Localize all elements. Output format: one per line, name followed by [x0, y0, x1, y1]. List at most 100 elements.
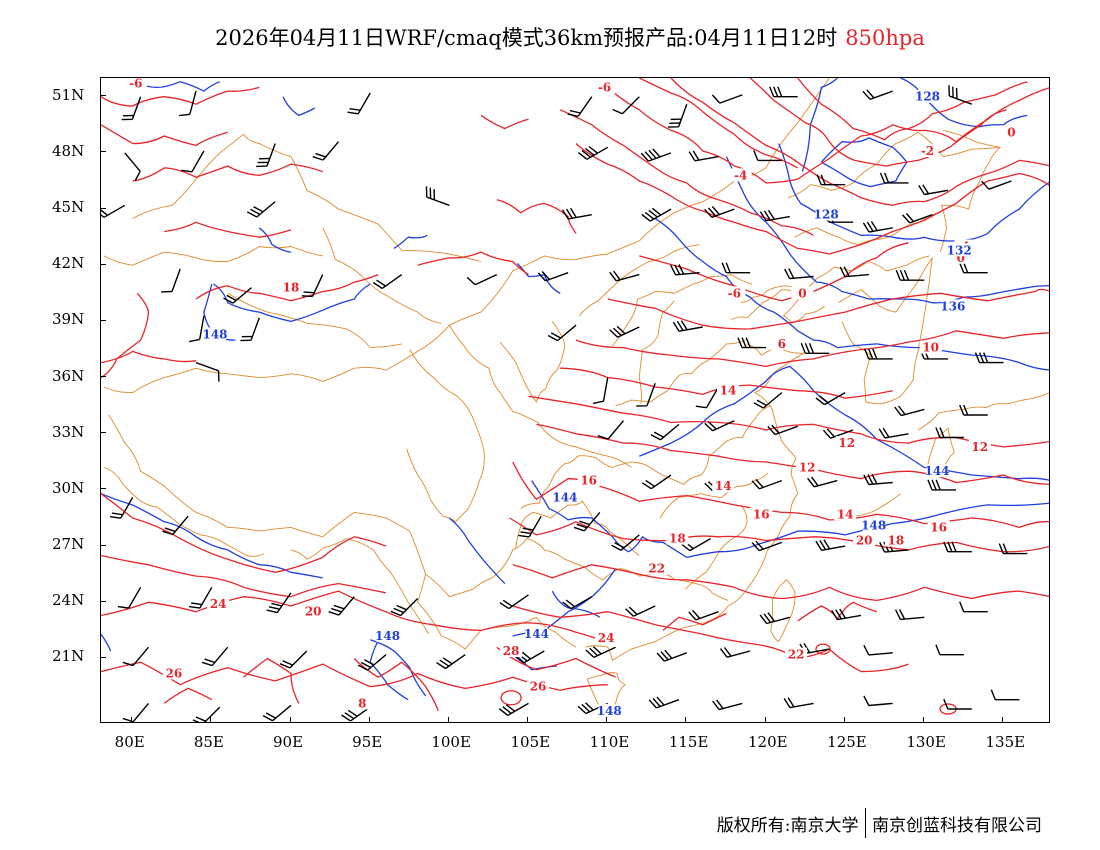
wind-barb	[279, 650, 308, 669]
temperature-label-bg	[124, 78, 147, 90]
border-line	[740, 255, 930, 304]
temperature-isotherm	[353, 658, 439, 712]
y-tick-label: 21N	[52, 647, 85, 666]
geopotential-label-bg	[941, 299, 964, 313]
temperature-label: -6	[129, 78, 142, 91]
wind-barb	[161, 268, 181, 293]
x-tick-label: 80E	[114, 733, 145, 751]
wind-barb	[981, 180, 1012, 190]
wind-barb	[759, 209, 790, 222]
x-tick-label: 115E	[668, 733, 709, 751]
geopotential-isoline	[801, 78, 838, 172]
temperature-label: 12	[838, 436, 855, 450]
border-line	[227, 292, 402, 349]
x-tick-mark	[527, 717, 528, 723]
wind-barb	[688, 150, 719, 162]
wind-barb	[195, 361, 220, 382]
geopotential-isoline	[778, 143, 1049, 242]
y-tick-label: 24N	[52, 591, 85, 610]
map-canvas: -6-6-40-2-404-60186101412121216141614161…	[101, 78, 1049, 722]
geopotential-label-bg	[525, 627, 548, 641]
wind-barb	[625, 605, 656, 617]
border-line	[448, 324, 632, 468]
border-line	[770, 579, 796, 643]
temperature-label: 18	[283, 281, 300, 295]
temperature-label-bg	[666, 531, 689, 545]
wind-barb	[301, 274, 324, 298]
y-tick-mark	[100, 207, 106, 209]
temperature-label-bg	[527, 679, 549, 693]
wind-barb	[839, 266, 869, 278]
temperature-label: 0	[1007, 125, 1015, 139]
wind-barb	[751, 540, 783, 552]
temperature-label-bg	[750, 507, 773, 521]
x-tick-mark	[1002, 717, 1003, 723]
wind-barb	[974, 352, 1004, 364]
footer-divider	[864, 808, 866, 838]
geopotential-label: 128	[814, 208, 839, 222]
temperature-isotherm	[243, 657, 300, 704]
geopotential-label: 148	[597, 704, 622, 718]
x-tick-label: 100E	[431, 733, 471, 751]
geopotential-label: 148	[861, 519, 886, 533]
wind-barb	[256, 143, 276, 168]
temperature-label: 16	[753, 507, 770, 521]
border-line	[659, 472, 768, 519]
temperature-isotherm	[496, 646, 616, 678]
temperature-label-bg	[351, 696, 374, 710]
temperature-isotherm	[607, 86, 1049, 184]
temperature-isotherm	[101, 554, 387, 598]
temperature-contours	[101, 78, 1049, 715]
geopotential-isoline	[258, 227, 292, 253]
wind-barb	[959, 601, 988, 613]
wind-barb	[597, 420, 625, 440]
temperature-label-bg	[500, 643, 523, 657]
wind-barb	[425, 186, 450, 206]
wind-barb	[879, 172, 909, 184]
x-tick-mark	[131, 717, 133, 723]
pressure-level: 850hpa	[845, 26, 925, 50]
wind-barb	[189, 586, 213, 609]
temperature-label-bg	[916, 144, 939, 158]
geopotential-label: 144	[524, 627, 549, 641]
y-tick-label: 36N	[52, 366, 85, 385]
copyright-company: 南京创蓝科技有限公司	[872, 815, 1042, 836]
y-tick-mark	[100, 95, 106, 97]
wind-barb	[704, 420, 735, 432]
temperature-isotherm-loop	[815, 643, 831, 655]
geopotential-isoline	[531, 480, 1049, 559]
geopotential-isoline	[448, 517, 506, 585]
temperature-label: 26	[165, 666, 182, 680]
wind-barb	[753, 150, 782, 162]
wind-barb	[712, 699, 743, 711]
wind-barb	[935, 427, 964, 439]
wind-barb	[711, 94, 743, 104]
wind-barb	[537, 271, 569, 282]
title-main: 2026年04月11日WRF/cmaq模式36km预报产品:04月11日12时	[215, 26, 838, 50]
temperature-label-bg	[853, 533, 876, 547]
border-line	[848, 493, 901, 517]
geopotential-label: 132	[947, 243, 972, 257]
wind-barb	[181, 150, 205, 173]
map-frame: -6-6-40-2-404-60186101412121216141614161…	[100, 77, 1050, 723]
geopotential-label-bg	[376, 628, 399, 642]
temperature-isotherm	[164, 221, 292, 238]
temperature-label-bg	[645, 561, 668, 575]
wind-barb	[577, 145, 609, 160]
y-tick-mark	[100, 432, 106, 434]
border-line	[612, 405, 771, 485]
geopotential-label: 144	[552, 490, 577, 504]
wind-barb	[266, 592, 292, 614]
border-line	[917, 392, 1049, 431]
temperature-isotherm	[670, 78, 1049, 206]
chart-title: 2026年04月11日WRF/cmaq模式36km预报产品:04月11日12时 8…	[0, 22, 1100, 52]
temperature-isotherm	[662, 612, 727, 631]
china-borders	[103, 78, 1049, 712]
temperature-label: -2	[921, 144, 934, 158]
wind-barb	[466, 273, 498, 286]
temperature-isotherm	[512, 461, 1049, 529]
geopotential-label: 144	[924, 464, 949, 478]
geopotential-contours	[101, 78, 1049, 701]
temperature-label: 12	[971, 440, 988, 454]
